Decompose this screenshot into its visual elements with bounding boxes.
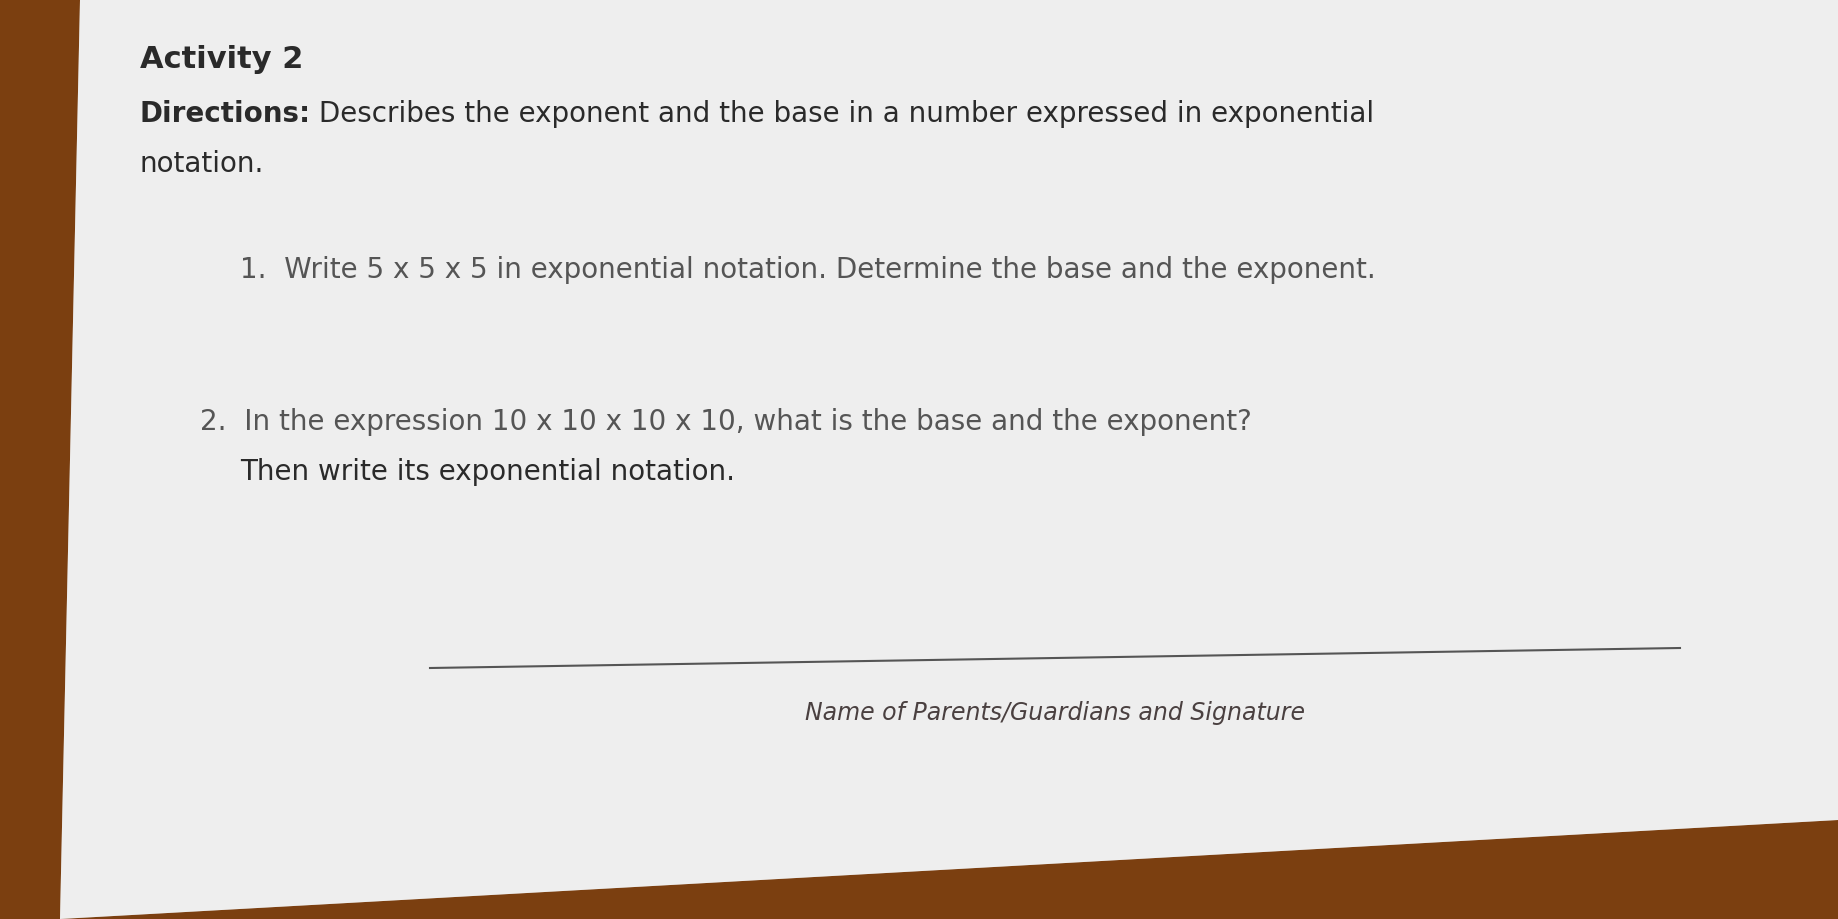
Text: Describes the exponent and the base in a number expressed in exponential: Describes the exponent and the base in a… [311,100,1375,128]
Polygon shape [61,0,1838,919]
Text: Name of Parents/Guardians and Signature: Name of Parents/Guardians and Signature [805,701,1305,725]
Text: Directions:: Directions: [140,100,311,128]
Text: notation.: notation. [140,150,265,178]
Text: 2.  In the expression 10 x 10 x 10 x 10, what is the base and the exponent?: 2. In the expression 10 x 10 x 10 x 10, … [200,408,1252,436]
Text: Activity 2: Activity 2 [140,45,303,74]
Polygon shape [61,0,1838,919]
Text: Then write its exponential notation.: Then write its exponential notation. [241,458,735,486]
Text: 1.  Write 5 x 5 x 5 in exponential notation. Determine the base and the exponent: 1. Write 5 x 5 x 5 in exponential notati… [241,256,1377,284]
